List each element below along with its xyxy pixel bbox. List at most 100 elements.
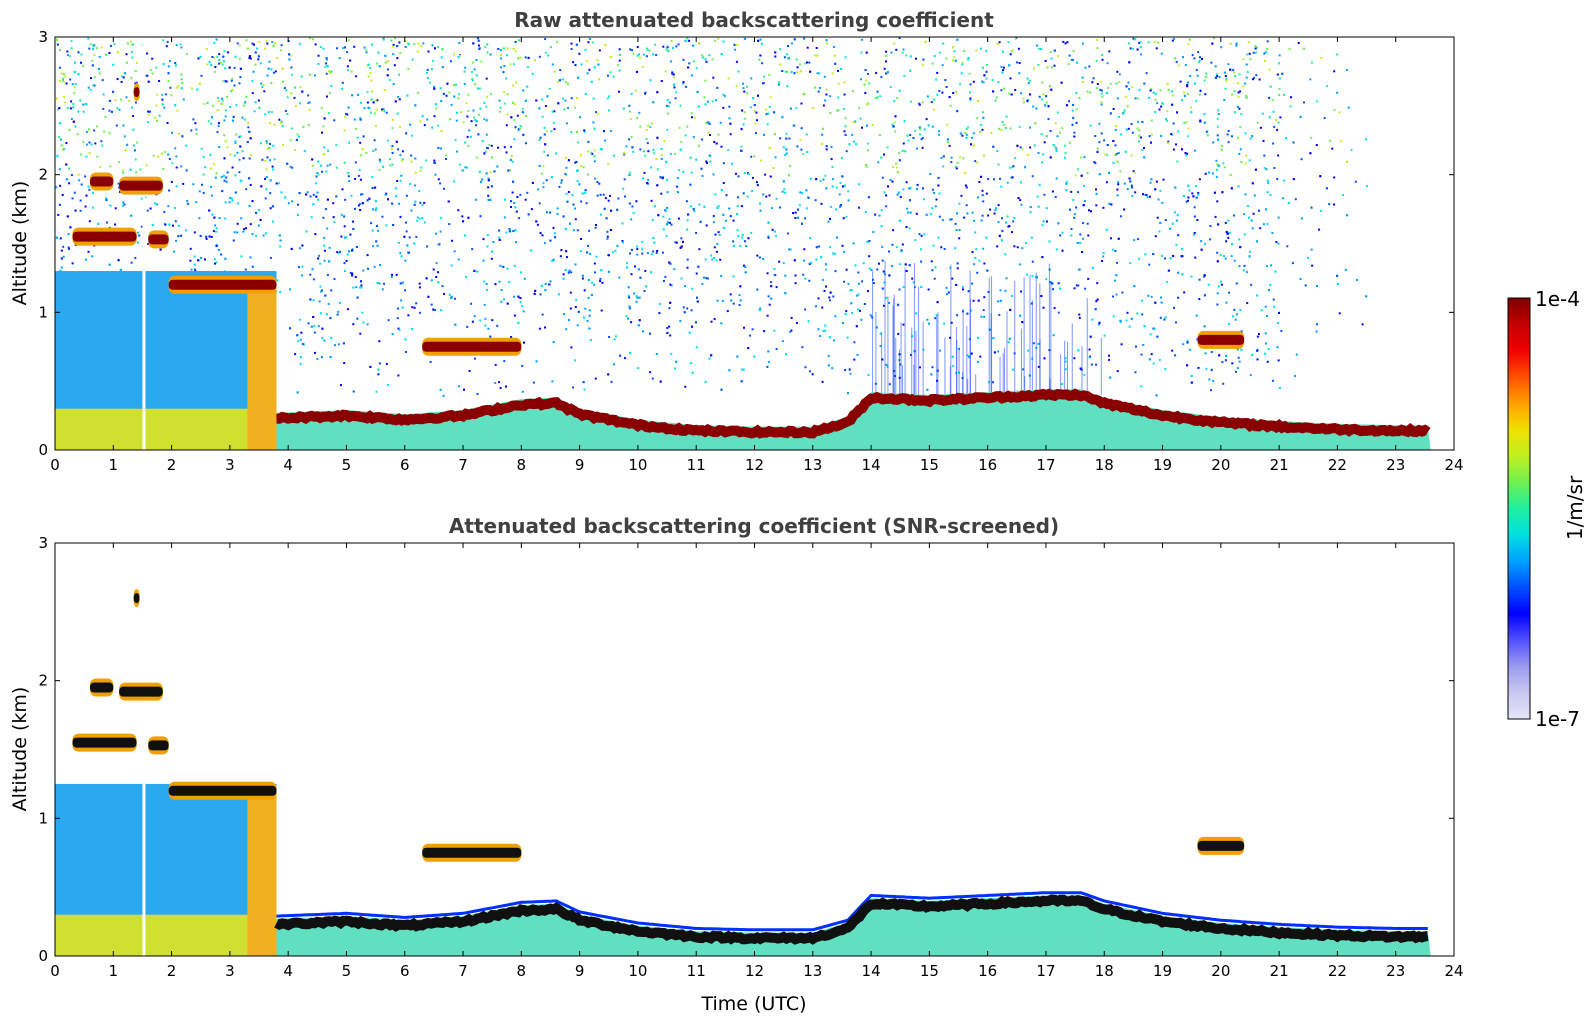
noise-dot [134, 257, 137, 259]
noise-dot [1038, 95, 1041, 98]
noise-dot [235, 104, 238, 107]
noise-dot [922, 187, 924, 190]
noise-dot [1271, 99, 1274, 101]
noise-dot [566, 200, 569, 203]
noise-dot [563, 313, 565, 316]
noise-dot [641, 252, 644, 255]
noise-dot [417, 91, 419, 94]
noise-dot [308, 101, 311, 104]
noise-dot [354, 276, 357, 278]
noise-dot [1245, 76, 1248, 79]
noise-dot [182, 182, 185, 185]
noise-dot [1127, 127, 1130, 130]
noise-dot [774, 55, 777, 58]
noise-dot [408, 43, 411, 46]
noise-dot [767, 350, 770, 353]
noise-dot [418, 286, 421, 289]
noise-dot [630, 136, 633, 138]
noise-dot [1310, 136, 1313, 139]
noise-dot [1130, 317, 1133, 320]
noise-dot [630, 92, 633, 95]
noise-dot [901, 243, 904, 246]
noise-dot [703, 276, 706, 279]
noise-dot [606, 237, 609, 240]
noise-dot [485, 283, 488, 285]
noise-dot [264, 177, 267, 180]
noise-dot [1064, 42, 1067, 45]
noise-dot [954, 247, 957, 250]
noise-dot [505, 151, 508, 154]
noise-dot [821, 306, 824, 309]
noise-dot [295, 105, 297, 108]
noise-dot [824, 324, 827, 327]
noise-dot [346, 51, 349, 54]
noise-dot [915, 312, 917, 315]
noise-dot [1152, 362, 1155, 365]
noise-dot [77, 173, 80, 176]
noise-dot [134, 70, 137, 72]
noise-dot [879, 332, 882, 335]
noise-dot [1072, 198, 1075, 201]
noise-dot [140, 225, 143, 228]
noise-dot [845, 150, 848, 153]
noise-dot [210, 194, 213, 197]
noise-dot [214, 224, 216, 227]
noise-dot [773, 111, 776, 114]
noise-dot [156, 203, 159, 206]
noise-dot [1026, 77, 1029, 80]
noise-dot [891, 180, 894, 183]
noise-dot [1172, 148, 1175, 151]
noise-dot [1248, 255, 1251, 258]
noise-dot [808, 61, 811, 64]
noise-dot [544, 326, 546, 329]
noise-dot [198, 217, 201, 220]
noise-dot [636, 245, 639, 248]
noise-dot [1102, 206, 1105, 209]
noise-dot [233, 154, 236, 157]
noise-dot [1053, 307, 1056, 310]
noise-dot [1045, 278, 1048, 281]
noise-dot [822, 127, 825, 130]
noise-dot [608, 336, 611, 338]
noise-dot [108, 52, 111, 54]
noise-dot [799, 138, 802, 141]
noise-dot [1112, 248, 1115, 251]
noise-dot [827, 364, 830, 367]
noise-dot [407, 251, 410, 254]
noise-dot [328, 246, 331, 249]
noise-dot [935, 198, 938, 201]
noise-dot [326, 95, 328, 98]
noise-dot [1070, 228, 1073, 230]
noise-dot [1266, 223, 1269, 226]
noise-dot [315, 175, 318, 178]
noise-dot [576, 324, 579, 327]
noise-dot [1077, 284, 1080, 287]
noise-dot [1262, 223, 1265, 226]
noise-dot [758, 256, 761, 259]
noise-dot [397, 242, 400, 244]
noise-dot [398, 202, 400, 205]
noise-dot [747, 347, 750, 350]
noise-dot [1195, 99, 1198, 102]
noise-dot [1190, 381, 1193, 384]
noise-dot [981, 189, 984, 192]
noise-dot [846, 336, 849, 339]
noise-dot [1090, 210, 1092, 213]
noise-dot [1158, 358, 1161, 361]
noise-dot [740, 128, 743, 131]
noise-dot [552, 341, 555, 343]
noise-dot [746, 195, 749, 198]
noise-dot [275, 182, 278, 185]
noise-dot [579, 116, 582, 119]
noise-dot [59, 138, 62, 141]
noise-dot [695, 67, 698, 70]
noise-dot [491, 319, 494, 322]
noise-dot [922, 198, 925, 201]
noise-dot [1160, 296, 1162, 299]
noise-dot [411, 306, 414, 309]
noise-dot [216, 55, 219, 58]
noise-dot [311, 158, 314, 161]
noise-dot [1265, 168, 1268, 171]
noise-dot [1267, 182, 1269, 185]
noise-dot [174, 220, 177, 223]
